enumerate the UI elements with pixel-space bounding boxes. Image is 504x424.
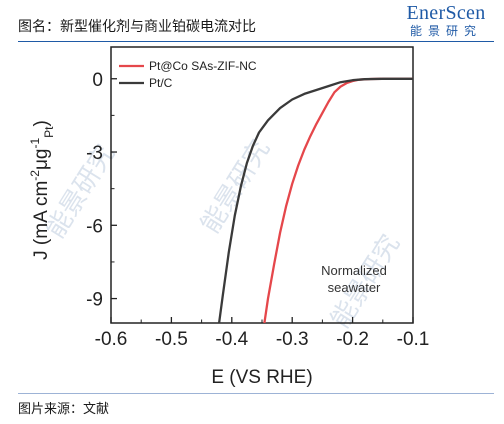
x-tick-label-0: -0.6 xyxy=(95,329,128,350)
brand-name-cn: 能景研究 xyxy=(409,24,482,38)
y-axis-title: J (mA cm-2μg-1Pt) xyxy=(28,120,56,260)
y-axis-title-part-ylabel_sub: Pt xyxy=(42,126,56,138)
annotation-line-0: Normalized xyxy=(321,263,387,278)
footer-divider xyxy=(18,393,494,394)
watermark-text-1: 能景研究 xyxy=(195,135,276,239)
x-tick-label-5: -0.1 xyxy=(397,329,430,350)
y-axis-title-part-ylabel_close: ) xyxy=(31,120,52,126)
y-axis-title-part-ylabel_main: J (mA cm xyxy=(31,181,52,260)
brand-name-en: EnerScen xyxy=(406,2,486,24)
axis-labels: E (VS RHE) J (mA cm-2μg-1Pt) xyxy=(28,120,313,388)
x-axis-title: E (VS RHE) xyxy=(211,367,312,388)
y-tick-label-0: 0 xyxy=(92,70,103,91)
y-axis-title-part-ylabel_mid: μg xyxy=(31,148,52,170)
x-tick-label-4: -0.2 xyxy=(336,329,369,350)
watermark-text-0: 能景研究 xyxy=(40,140,121,244)
y-tick-label-2: -6 xyxy=(86,216,103,237)
y-axis-title-part-ylabel_sup1: -2 xyxy=(28,170,42,181)
annotation-line-1: seawater xyxy=(328,280,381,295)
x-tick-label-3: -0.3 xyxy=(276,329,309,350)
x-tick-label-1: -0.5 xyxy=(155,329,188,350)
y-axis-title-part-ylabel_sup2: -1 xyxy=(28,137,42,148)
legend-label-0: Pt@Co SAs-ZIF-NC xyxy=(149,59,257,73)
y-tick-label-3: -9 xyxy=(86,290,103,311)
legend-label-1: Pt/C xyxy=(149,76,173,90)
figure-caption: 图名：新型催化剂与商业铂碳电流对比 xyxy=(18,18,256,34)
legend: Pt@Co SAs-ZIF-NC Pt/C Normalized seawater xyxy=(119,59,387,295)
header-divider xyxy=(18,41,494,42)
series-layer xyxy=(217,77,413,324)
series-line-pt-c xyxy=(217,77,413,324)
axis-ticks: -0.6 -0.5 -0.4 -0.3 -0.2 -0.1 0 -3 -6 -9 xyxy=(86,70,429,350)
figure-source: 图片来源：文献 xyxy=(18,401,110,416)
x-tick-label-2: -0.4 xyxy=(215,329,248,350)
y-tick-label-1: -3 xyxy=(86,143,103,164)
brand-logo: EnerScen 能景研究 xyxy=(398,2,494,38)
